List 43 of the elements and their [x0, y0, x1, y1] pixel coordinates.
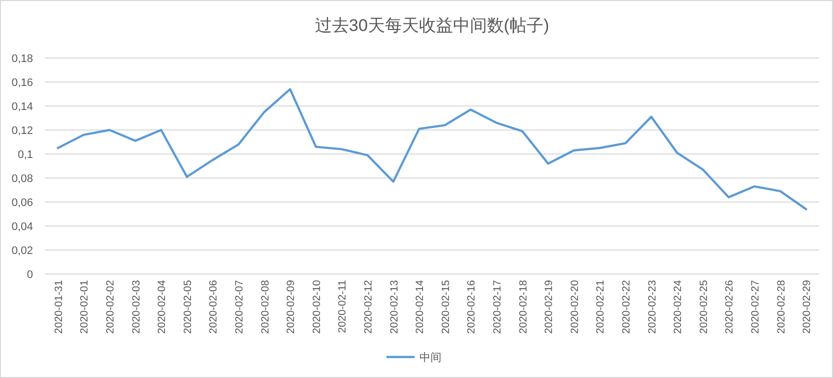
legend-label: 中间	[420, 351, 442, 364]
x-tick-label: 2020-02-03	[130, 280, 142, 334]
x-tick-label: 2020-02-22	[620, 280, 632, 334]
x-tick-label: 2020-02-12	[362, 280, 374, 334]
x-tick-label: 2020-02-08	[259, 280, 272, 334]
y-tick-label: 0,08	[12, 173, 33, 185]
x-tick-label: 2020-02-18	[517, 280, 530, 334]
x-tick-label: 2020-02-29	[801, 280, 814, 334]
y-tick-label: 0,02	[12, 245, 33, 257]
x-tick-label: 2020-02-19	[543, 280, 556, 334]
y-tick-label: 0,04	[12, 221, 33, 233]
line-series	[56, 88, 808, 210]
x-tick-label: 2020-02-15	[440, 280, 452, 334]
x-tick-label: 2020-02-16	[466, 280, 478, 334]
x-tick-label: 2020-02-09	[285, 280, 298, 334]
y-tick-label: 0,14	[12, 101, 33, 113]
x-tick-label: 2020-02-07	[234, 280, 246, 334]
x-tick-label: 2020-02-13	[388, 280, 400, 334]
x-tick-label: 2020-02-28	[775, 280, 788, 334]
x-tick-label: 2020-02-01	[78, 280, 91, 334]
x-tick-label: 2020-02-17	[492, 280, 504, 334]
x-tick-label: 2020-02-20	[568, 280, 581, 334]
x-tick-label: 2020-02-05	[182, 280, 194, 334]
y-tick-label: 0,18	[12, 53, 33, 65]
chart-title: 过去30天每天收益中间数(帖子)	[314, 16, 550, 35]
y-tick-label: 0,12	[12, 125, 33, 137]
x-tick-label: 2020-02-23	[646, 280, 658, 334]
x-tick-label: 2020-02-04	[156, 280, 168, 334]
x-tick-label: 2020-02-10	[310, 280, 323, 334]
x-tick-label: 2020-02-06	[208, 280, 220, 334]
x-tick-label: 2020-02-24	[672, 280, 684, 334]
x-tick-label: 2020-02-11	[336, 280, 349, 333]
x-tick-label: 2020-01-31	[52, 280, 65, 334]
x-tick-label: 2020-02-02	[104, 280, 116, 334]
x-tick-label: 2020-02-25	[698, 280, 710, 334]
y-tick-label: 0,1	[18, 149, 33, 161]
y-tick-label: 0	[26, 269, 33, 281]
x-tick-label: 2020-02-27	[750, 280, 762, 334]
x-tick-label: 2020-02-21	[594, 280, 607, 334]
y-tick-label: 0,06	[12, 197, 33, 209]
x-tick-label: 2020-02-26	[724, 280, 736, 334]
x-tick-label: 2020-02-14	[414, 280, 426, 334]
y-tick-label: 0,16	[12, 77, 33, 89]
